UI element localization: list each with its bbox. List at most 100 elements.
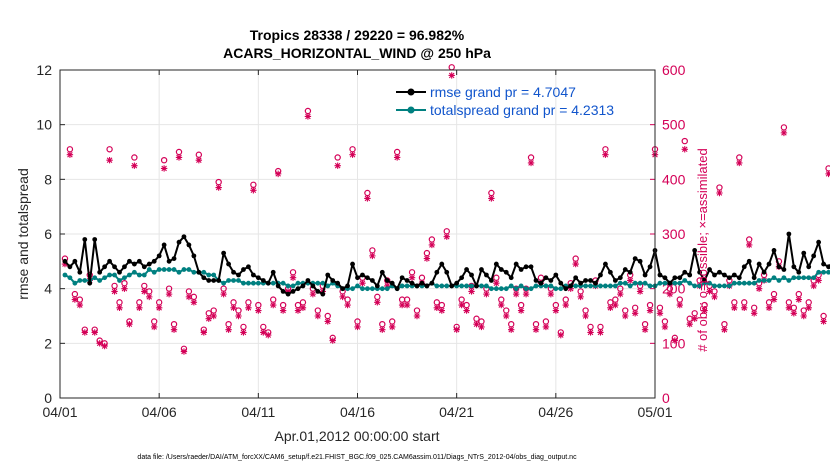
- assimilated-obs-point: [106, 157, 113, 164]
- assimilated-obs-point: [195, 157, 203, 164]
- rmse-point: [117, 269, 122, 275]
- rmse-point: [350, 261, 355, 267]
- rmse-point: [746, 258, 752, 264]
- assimilated-obs-point: [379, 326, 386, 333]
- rmse-point: [365, 275, 370, 281]
- totalspread-point: [141, 272, 147, 278]
- y-axis-label-left: rmse and totalspread: [15, 168, 31, 300]
- rmse-point: [389, 280, 395, 286]
- rmse-point: [479, 267, 484, 272]
- assimilated-obs-point: [656, 310, 664, 317]
- y-tick-label-right: 300: [662, 226, 686, 242]
- assimilated-obs-point: [483, 290, 490, 298]
- assimilated-obs-point: [438, 307, 445, 314]
- rmse-point: [612, 278, 618, 283]
- x-tick-label: 05/01: [637, 404, 672, 420]
- rmse-point: [404, 278, 410, 283]
- totalspread-point: [82, 278, 88, 283]
- rmse-point: [593, 280, 598, 286]
- assimilated-obs-point: [364, 195, 371, 202]
- rmse-point: [97, 269, 103, 275]
- rmse-point: [221, 250, 227, 256]
- totalspread-point: [751, 280, 757, 286]
- rmse-point: [295, 286, 301, 292]
- totalspread-point: [156, 267, 162, 272]
- assimilated-obs-point: [488, 195, 495, 202]
- totalspread-point: [72, 280, 78, 286]
- rmse-point: [241, 267, 246, 272]
- assimilated-obs-point: [289, 274, 297, 281]
- assimilated-obs-point: [408, 274, 416, 281]
- possible-obs-point: [106, 146, 113, 153]
- assimilated-obs-point: [314, 312, 322, 320]
- totalspread-point: [290, 283, 296, 289]
- totalspread-point: [498, 286, 504, 292]
- assimilated-obs-point: [433, 304, 441, 311]
- assimilated-obs-point: [255, 307, 262, 314]
- rmse-point: [72, 258, 78, 264]
- assimilated-obs-point: [354, 323, 361, 331]
- assimilated-obs-point: [284, 288, 292, 295]
- rmse-point: [181, 234, 187, 240]
- assimilated-obs-point: [200, 329, 207, 336]
- rmse-point: [662, 275, 668, 281]
- plot-frame: [59, 69, 656, 399]
- assimilated-obs-point: [294, 307, 302, 314]
- rmse-point: [315, 289, 321, 294]
- totalspread-point: [459, 283, 465, 289]
- totalspread-point: [647, 283, 653, 289]
- rmse-point: [171, 256, 177, 261]
- y-tick-label-right: 500: [662, 117, 686, 133]
- assimilated-obs-point: [334, 162, 341, 169]
- assimilated-obs-point: [245, 304, 252, 311]
- rmse-point: [136, 258, 142, 264]
- totalspread-point: [399, 283, 405, 289]
- assimilated-obs-point: [190, 299, 198, 306]
- y-tick-label-right: 0: [662, 390, 670, 406]
- totalspread-point: [821, 269, 826, 275]
- rmse-point: [682, 269, 688, 275]
- rmse-point: [325, 272, 331, 278]
- assimilated-obs-point: [478, 323, 485, 331]
- totalspread-point: [811, 275, 817, 281]
- rmse-point: [568, 283, 574, 289]
- assimilated-obs-point: [453, 326, 460, 333]
- assimilated-obs-point: [785, 304, 793, 311]
- assimilated-obs-point: [250, 187, 257, 194]
- rmse-point: [761, 269, 767, 275]
- totalspread-point: [131, 269, 137, 275]
- assimilated-obs-point: [567, 285, 574, 292]
- rmse-point: [647, 264, 653, 270]
- possible-obs-point: [825, 165, 830, 172]
- legend-rmse-marker: [407, 88, 415, 96]
- assimilated-obs-point: [428, 241, 436, 249]
- rmse-point: [77, 269, 83, 275]
- rmse-point: [265, 280, 271, 286]
- assimilated-obs-point: [562, 301, 569, 309]
- rmse-point: [122, 264, 127, 270]
- possible-obs-point: [736, 154, 743, 161]
- assimilated-obs-point: [240, 329, 247, 336]
- rmse-point: [821, 261, 826, 267]
- rmse-point: [503, 269, 509, 275]
- rmse-point: [206, 278, 212, 283]
- assimilated-obs-point: [661, 323, 669, 331]
- totalspread-point: [122, 275, 127, 281]
- rmse-point: [355, 275, 360, 281]
- totalspread-point: [295, 280, 301, 286]
- assimilated-obs-point: [413, 312, 421, 320]
- assimilated-obs-point: [185, 293, 193, 301]
- totalspread-point: [236, 278, 241, 283]
- rmse-point: [459, 275, 465, 281]
- totalspread-point: [756, 278, 762, 283]
- rmse-point: [146, 261, 152, 267]
- totalspread-point: [816, 269, 822, 275]
- rmse-point: [717, 269, 722, 275]
- rmse-point: [449, 283, 455, 289]
- totalspread-point: [355, 283, 360, 289]
- chart-title-line1: Tropics 28338 / 29220 = 96.982%: [250, 27, 465, 43]
- rmse-point: [622, 267, 628, 272]
- totalspread-point: [250, 280, 256, 286]
- data-file-footnote: data file: /Users/raeder/DAI/ATM_forcXX/…: [137, 454, 577, 461]
